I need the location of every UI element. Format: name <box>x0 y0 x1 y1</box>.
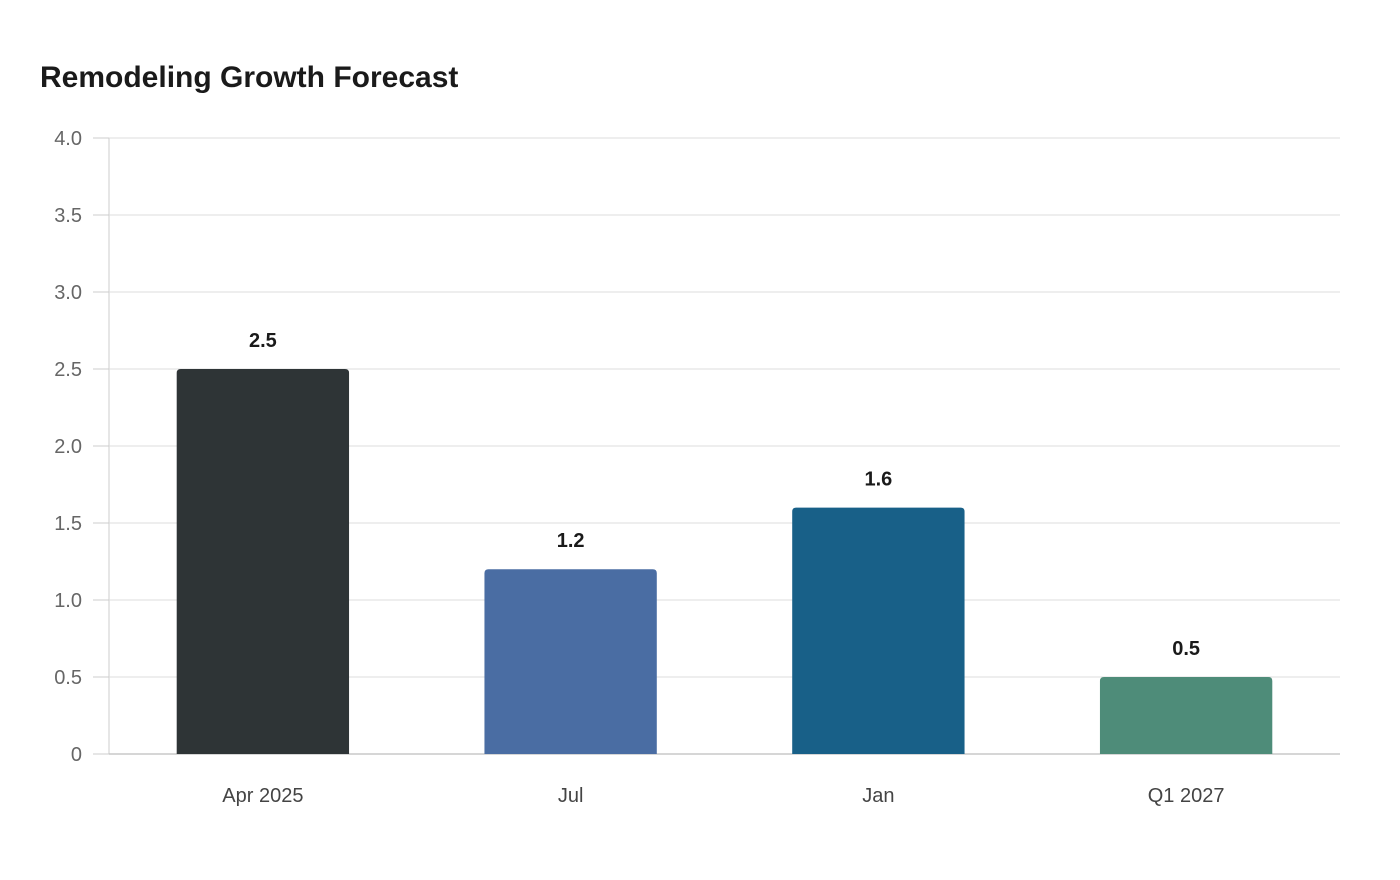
y-tick-label: 2.0 <box>54 436 82 458</box>
y-tick-label: 1.5 <box>54 513 82 535</box>
data-label: 0.5 <box>1172 638 1200 660</box>
chart-title: Remodeling Growth Forecast <box>40 61 459 94</box>
y-tick-label: 0 <box>71 744 82 766</box>
y-axis-ticks: 0 0.5 1.0 1.5 2.0 2.5 3.0 3.5 4.0 <box>54 128 109 766</box>
y-tick-label: 2.5 <box>54 359 82 381</box>
y-tick-label: 1.0 <box>54 590 82 612</box>
data-label: 1.2 <box>557 530 585 552</box>
y-tick-label: 0.5 <box>54 667 82 689</box>
bar <box>176 369 350 754</box>
y-tick-label: 3.0 <box>54 282 82 304</box>
x-axis-labels: Apr 2025 Jul Jan Q1 2027 <box>222 785 1224 807</box>
x-tick-label: Jul <box>558 785 584 807</box>
x-tick-label: Jan <box>862 785 894 807</box>
data-label: 1.6 <box>864 469 892 491</box>
y-tick-label: 3.5 <box>54 205 82 227</box>
bar <box>792 507 965 754</box>
bar <box>1099 677 1273 754</box>
data-labels: 2.5 1.2 1.6 0.5 <box>249 330 1200 660</box>
x-tick-label: Q1 2027 <box>1148 785 1225 807</box>
bar <box>484 569 657 754</box>
data-label: 2.5 <box>249 330 277 352</box>
x-tick-label: Apr 2025 <box>222 785 303 807</box>
y-tick-label: 4.0 <box>54 128 82 150</box>
bars <box>176 369 1273 754</box>
